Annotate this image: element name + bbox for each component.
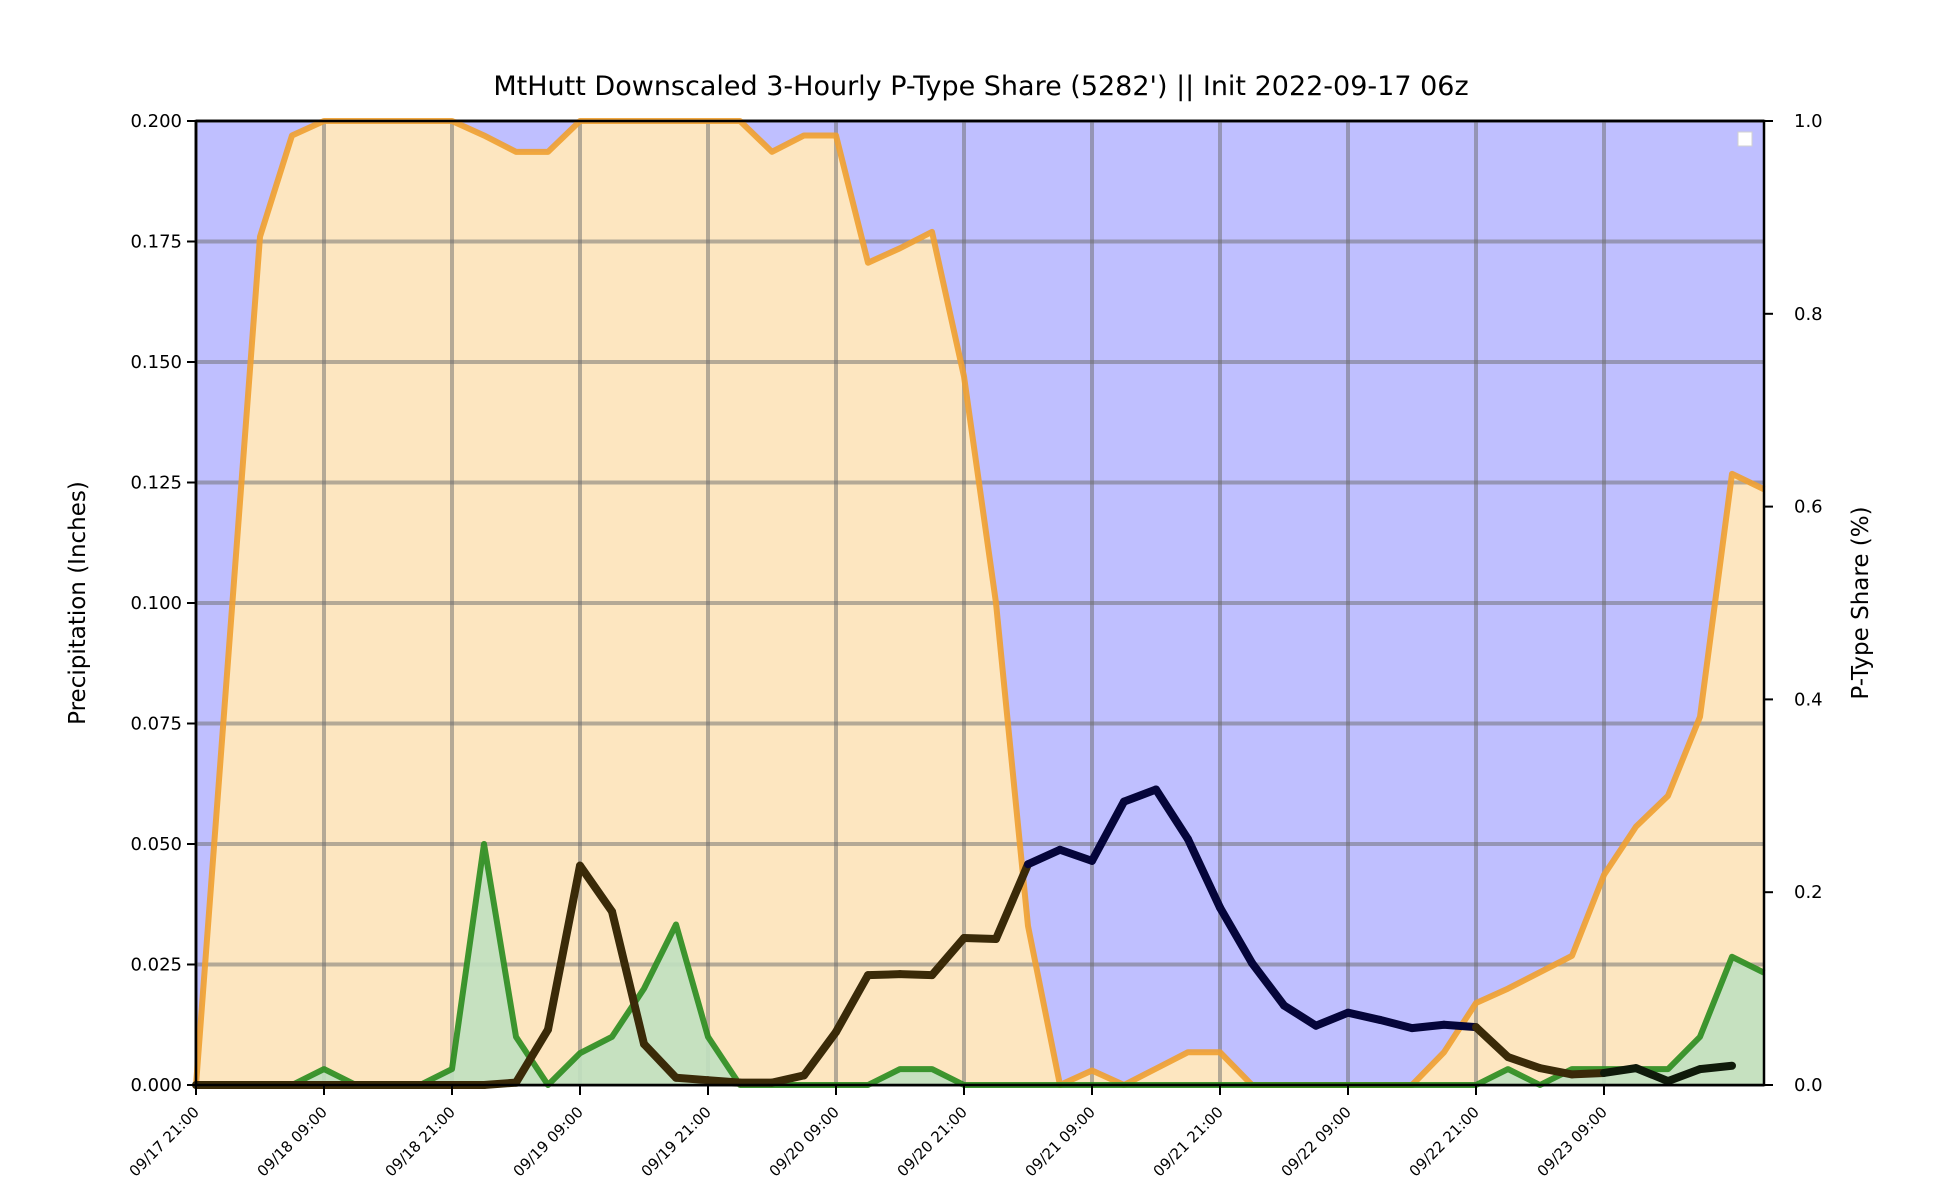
x-tick-label: 09/22 09:00 xyxy=(1278,1103,1355,1180)
dark-line-segment xyxy=(1472,1023,1512,1062)
dark-line-segment xyxy=(1344,1008,1384,1024)
dark-line-segment xyxy=(512,1025,552,1087)
legend-box xyxy=(1737,131,1753,147)
dark-line-segment xyxy=(1184,835,1224,912)
x-tick-label: 09/21 21:00 xyxy=(1150,1103,1227,1180)
x-tick-label: 09/19 09:00 xyxy=(510,1103,587,1180)
x-tick-label: 09/23 09:00 xyxy=(1534,1103,1611,1180)
y2-tick-label: 0.2 xyxy=(1794,882,1823,903)
dark-line-segment xyxy=(1664,1065,1704,1086)
dark-line-segment xyxy=(544,861,584,1034)
dark-line-segment xyxy=(672,1073,712,1085)
dark-line-segment xyxy=(928,933,968,980)
x-tick-label: 09/18 21:00 xyxy=(382,1103,459,1180)
dark-line-segment xyxy=(1056,845,1096,865)
y-tick-label: 0.000 xyxy=(130,1075,182,1096)
chart-title: MtHutt Downscaled 3-Hourly P-Type Share … xyxy=(493,71,1468,102)
dark-line-segment xyxy=(1440,1020,1480,1032)
dark-line-segment xyxy=(1216,903,1256,968)
y-tick-label: 0.025 xyxy=(130,955,182,976)
x-tick-label: 09/19 21:00 xyxy=(638,1103,715,1180)
y-tick-label: 0.050 xyxy=(130,834,182,855)
dark-line-segment xyxy=(1376,1015,1416,1033)
y-tick-label: 0.200 xyxy=(130,111,182,132)
y-tick-label: 0.175 xyxy=(130,232,182,253)
y2-tick-label: 0.0 xyxy=(1794,1075,1823,1096)
y-tick-label: 0.100 xyxy=(130,593,182,614)
y2-ticks: 0.0 0.2 0.4 0.6 0.8 1.0 xyxy=(1764,111,1823,1096)
dark-line-segment xyxy=(1568,1068,1608,1079)
dark-line-segment xyxy=(864,970,904,980)
dark-line-segment xyxy=(1312,1008,1352,1030)
y-axis-label: Precipitation (Inches) xyxy=(65,481,91,725)
y-tick-label: 0.075 xyxy=(130,714,182,735)
dark-line-segment xyxy=(768,1071,808,1087)
y2-tick-label: 0.6 xyxy=(1794,497,1823,518)
dark-line-segment xyxy=(1536,1064,1576,1079)
dark-line-segment xyxy=(800,1027,840,1080)
dark-line-segment xyxy=(992,860,1032,943)
y2-axis-label: P-Type Share (%) xyxy=(1848,506,1874,699)
dark-line-segment xyxy=(640,1040,680,1082)
dark-line-segment xyxy=(608,907,648,1049)
dark-line-segment xyxy=(704,1076,744,1087)
x-tick-label: 09/17 21:00 xyxy=(126,1103,203,1180)
dark-line-segment xyxy=(1248,959,1288,1010)
x-tick-label: 09/18 09:00 xyxy=(254,1103,331,1180)
x-tick-label: 09/22 21:00 xyxy=(1406,1103,1483,1180)
y-tick-label: 0.125 xyxy=(130,473,182,494)
dark-line-segment xyxy=(1632,1064,1672,1086)
dark-line-segment xyxy=(1600,1064,1640,1077)
dark-line-segment xyxy=(832,971,872,1036)
dark-line-segment xyxy=(1504,1053,1544,1073)
dark-line-segment xyxy=(1088,797,1128,865)
x-tick-label: 09/20 09:00 xyxy=(766,1103,843,1180)
x-tick-label: 09/21 09:00 xyxy=(1022,1103,1099,1180)
dark-line-segment xyxy=(1024,845,1064,869)
y-ticks: 0.000 0.025 0.050 0.075 0.100 0.125 0.150 0.175… xyxy=(130,111,196,1096)
dark-line-segment xyxy=(1280,1001,1320,1030)
dark-line-segment xyxy=(1120,785,1160,806)
dark-line-segment xyxy=(1408,1020,1448,1033)
x-tick-label: 09/20 21:00 xyxy=(894,1103,971,1180)
y2-tick-label: 0.8 xyxy=(1794,304,1823,325)
share-line xyxy=(193,118,1766,1088)
y2-tick-label: 0.4 xyxy=(1794,689,1823,710)
y-tick-label: 0.150 xyxy=(130,352,182,373)
dark-line-segment xyxy=(576,861,616,916)
dark-line-segment xyxy=(960,933,1000,943)
dark-line-segment xyxy=(896,970,936,980)
y2-tick-label: 1.0 xyxy=(1794,111,1823,132)
x-ticks: 09/17 21:00 09/18 09:00 09/18 21:00 09/19 0… xyxy=(126,1085,1611,1180)
dark-line-segment xyxy=(1152,785,1192,844)
dark-line-segment xyxy=(1696,1061,1736,1074)
